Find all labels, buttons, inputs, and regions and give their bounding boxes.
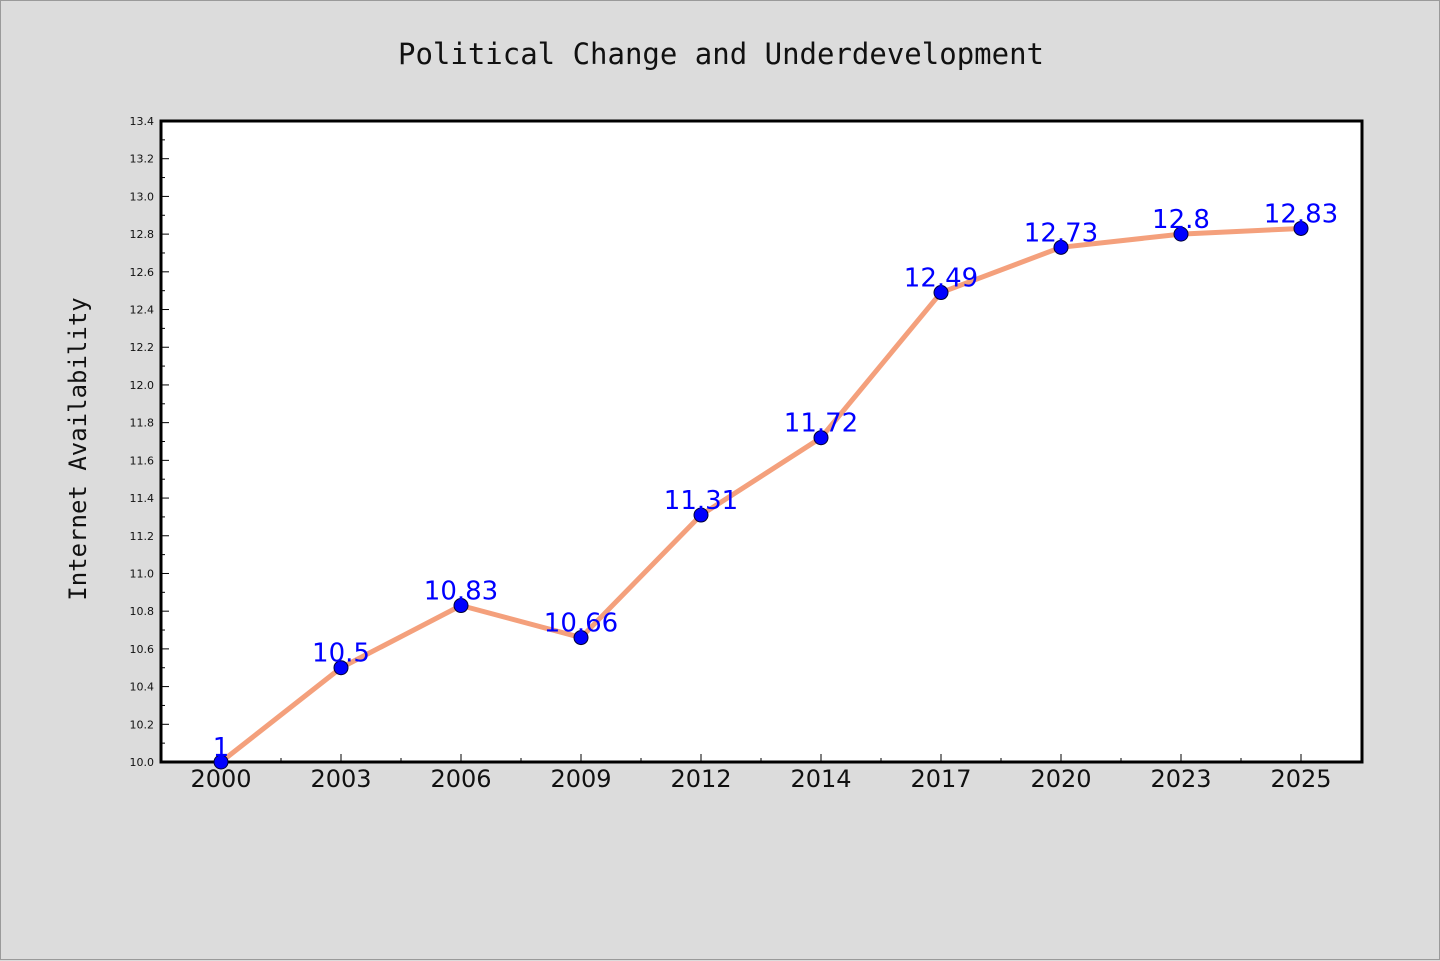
data-point-marker xyxy=(1293,220,1309,236)
data-point-label: 12.8 xyxy=(1152,205,1210,235)
data-point-label: 10.66 xyxy=(544,609,618,639)
data-point-marker xyxy=(1173,226,1189,242)
data-point-marker xyxy=(1053,239,1069,255)
x-tick-label: 2017 xyxy=(910,765,971,793)
data-point-label: 1 xyxy=(213,733,230,763)
data-point-label: 11.31 xyxy=(664,486,738,516)
y-tick-label: 13.2 xyxy=(130,153,155,166)
x-tick-label: 2014 xyxy=(790,765,851,793)
data-point-label: 12.73 xyxy=(1024,218,1098,248)
y-tick-label: 12.4 xyxy=(130,304,155,317)
data-point-marker xyxy=(213,754,229,770)
data-point-label: 12.83 xyxy=(1264,199,1338,229)
data-point-marker xyxy=(453,598,469,614)
data-point-marker xyxy=(933,285,949,301)
y-tick-label: 13.0 xyxy=(130,190,155,203)
chart-title: Political Change and Underdevelopment xyxy=(398,37,1044,71)
series-group: 1 10.5 10.83 10.66 11.31 11.72 12.49 12.73 12.8 1… xyxy=(213,199,1338,770)
data-point-marker xyxy=(333,660,349,676)
y-tick-label: 11.2 xyxy=(130,530,155,543)
data-point-label: 11.72 xyxy=(784,409,858,439)
y-tick-label: 11.6 xyxy=(130,454,155,467)
x-tick-label: 2003 xyxy=(310,765,371,793)
data-point-marker xyxy=(693,507,709,523)
y-tick-label: 12.6 xyxy=(130,266,155,279)
x-tick-label: 2000 xyxy=(190,765,251,793)
y-tick-label: 11.8 xyxy=(130,417,155,430)
y-axis-label: Internet Availability xyxy=(64,297,92,600)
y-tick-label: 12.2 xyxy=(130,341,155,354)
y-tick-label: 10.4 xyxy=(130,681,155,694)
y-tick-label: 12.8 xyxy=(130,228,155,241)
y-tick-label: 10.0 xyxy=(130,756,155,769)
x-tick-label: 2012 xyxy=(670,765,731,793)
x-axis: 2000 2003 2006 2009 2012 2014 2017 2020 2023 2025 xyxy=(190,754,1332,793)
x-tick-label: 2020 xyxy=(1030,765,1091,793)
y-tick-label: 10.2 xyxy=(130,718,155,731)
y-tick-label: 11.0 xyxy=(130,567,155,580)
y-tick-label: 10.6 xyxy=(130,643,155,656)
data-point-marker xyxy=(813,430,829,446)
y-tick-label: 10.8 xyxy=(130,605,155,618)
y-axis: 10.0 10.2 10.4 10.6 10.8 11.0 11.2 11.4 11.6 11.8… xyxy=(130,115,169,769)
y-tick-label: 12.0 xyxy=(130,379,155,392)
x-tick-label: 2006 xyxy=(430,765,491,793)
y-tick-label: 11.4 xyxy=(130,492,155,505)
data-point-label: 10.83 xyxy=(424,577,498,607)
data-point-marker xyxy=(573,630,589,646)
y-tick-label: 13.4 xyxy=(130,115,155,128)
data-point-label: 10.5 xyxy=(312,639,370,669)
x-tick-label: 2025 xyxy=(1270,765,1331,793)
x-tick-label: 2023 xyxy=(1150,765,1211,793)
series-line xyxy=(218,225,1304,765)
x-tick-label: 2009 xyxy=(550,765,611,793)
data-point-label: 12.49 xyxy=(904,264,978,294)
